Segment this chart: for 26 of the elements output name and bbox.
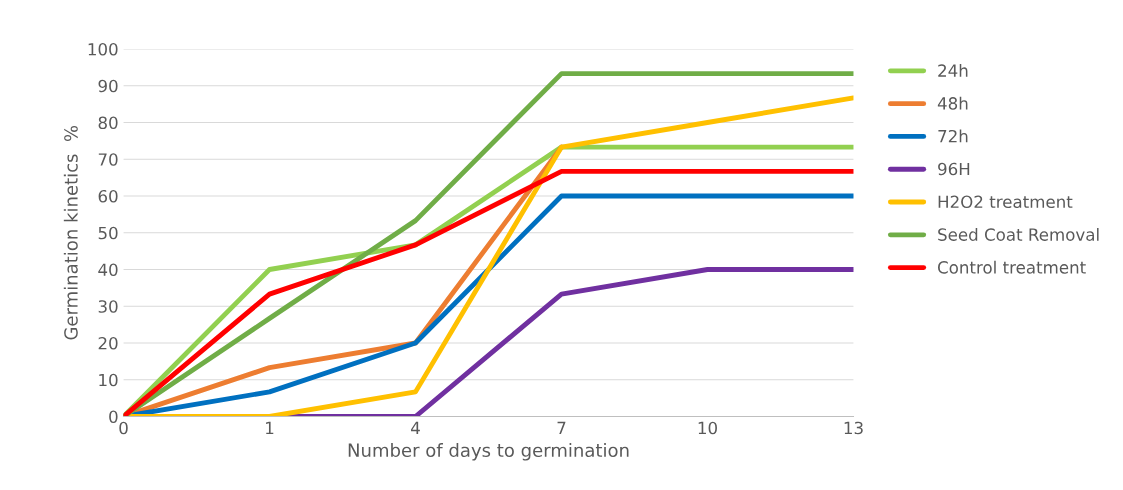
legend-label: 24h [938, 64, 968, 77]
legend-label: 72h [938, 129, 968, 143]
x-tick-label: 7 [557, 421, 566, 435]
legend-label: 96H [938, 162, 970, 176]
y-tick-label: 40 [98, 263, 118, 277]
y-tick-label: 60 [98, 189, 118, 203]
x-axis-title: Number of days to germination [348, 443, 629, 461]
x-tick-label: 4 [411, 421, 420, 435]
legend-label: Seed Coat Removal [938, 227, 1099, 241]
y-tick-label: 90 [98, 79, 118, 93]
y-tick-label: 80 [98, 116, 118, 130]
legend-label: 48h [937, 96, 968, 110]
y-tick-label: 30 [98, 300, 118, 313]
y-tick-label: 50 [98, 226, 118, 240]
y-tick-label: 100 [88, 42, 118, 56]
legend-label: H2O2 treatment [938, 195, 1073, 209]
x-tick-label: 10 [698, 421, 717, 435]
y-tick-label: 0 [109, 410, 118, 424]
legend-label: Control treatment [937, 260, 1086, 274]
x-tick-label: 1 [266, 421, 274, 435]
y-axis-title: Germination kinetics % [63, 125, 78, 340]
y-tick-label: 10 [99, 373, 118, 387]
y-tick-label: 70 [98, 153, 118, 166]
y-tick-label: 20 [98, 336, 118, 350]
x-tick-label: 0 [119, 421, 128, 435]
x-tick-label: 13 [844, 421, 863, 435]
